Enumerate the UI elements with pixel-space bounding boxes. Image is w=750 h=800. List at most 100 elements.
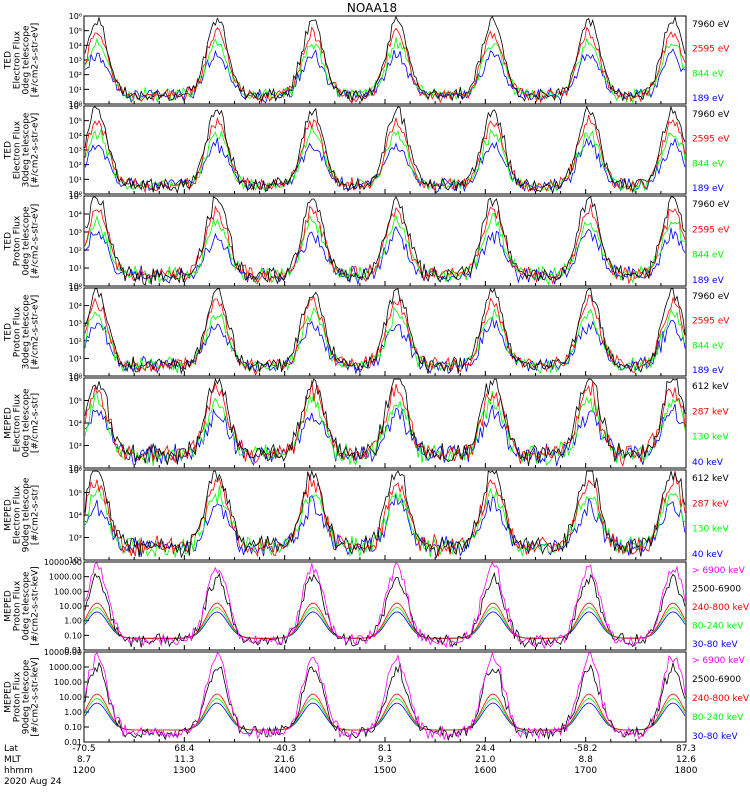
y-tick-label: 1.00	[64, 708, 82, 717]
panel-6: 10² 10³ 10⁴ 10⁵ 10⁶ MEPEDElectron Flux90deg t…	[4, 466, 730, 565]
legend-entry: 612 keV	[692, 382, 729, 392]
mlt-tick-label: 8.7	[77, 755, 91, 765]
y-axis-label: MEPEDProton Flux0deg telescope[#/cm2-s-s…	[4, 566, 41, 645]
series-line	[84, 306, 686, 375]
legend-entry: 130 keV	[692, 433, 729, 443]
legend-entry: 130 keV	[692, 525, 729, 535]
y-tick-label: 10⁰	[69, 282, 82, 291]
y-tick-label: 10⁵	[69, 27, 82, 36]
series-line	[84, 602, 686, 639]
series-line	[84, 124, 686, 194]
y-tick-label: 0.10	[64, 723, 82, 732]
hhmm-tick-label: 1700	[574, 766, 597, 776]
legend-entry: 2500-6900	[692, 675, 741, 685]
panels-group: 10⁰ 10¹ 10² 10³ 10⁴ 10⁵ 10⁶ TEDElectron Flux0de…	[4, 12, 750, 747]
y-tick-label: 10⁰	[69, 100, 82, 109]
legend-entry: 80-240 keV	[692, 713, 744, 723]
series-line	[84, 196, 686, 286]
series-line	[84, 37, 686, 104]
panel-1: 10⁰ 10¹ 10² 10³ 10⁴ 10⁵ 10⁶ TEDElectron Flux0de…	[4, 12, 731, 109]
series-line	[84, 114, 686, 194]
y-tick-label: 10²	[69, 556, 82, 565]
panel-3: 10⁰ 10¹ 10² 10³ 10⁴ 10⁵ TEDProton Flux0deg tel…	[4, 192, 731, 291]
legend-entry: 2595 eV	[692, 317, 730, 327]
legend-entry: 7960 eV	[692, 110, 730, 120]
y-tick-label: 10⁰	[69, 372, 82, 381]
y-tick-label: 10⁵	[69, 397, 82, 406]
lat-tick-label: 8.1	[378, 744, 392, 754]
date-label: 2020 Aug 24	[4, 777, 62, 787]
series-line	[84, 105, 686, 195]
figure-title: NOAA18	[347, 1, 397, 15]
y-tick-label: 100.00	[54, 678, 82, 687]
lat-tick-label: 68.4	[174, 744, 194, 754]
lat-tick-label: -40.3	[273, 744, 296, 754]
series-line	[84, 611, 686, 639]
series-line	[84, 469, 686, 559]
legend-entry: 844 eV	[692, 251, 725, 261]
legend-entry: 40 keV	[692, 550, 724, 560]
series-line	[84, 287, 686, 375]
y-tick-label: 10⁴	[69, 419, 82, 428]
y-axis-label: MEPEDProton Flux90deg telescope[#/cm2-s-…	[4, 657, 41, 736]
panel-2: 10⁰ 10¹ 10² 10³ 10⁴ 10⁵ 10⁶ TEDElectron Flux30d…	[4, 102, 731, 199]
series-line	[84, 294, 686, 376]
y-tick-label: 10⁶	[69, 102, 82, 111]
legend-entry: 80-240 keV	[692, 622, 744, 632]
legend-entry: 189 eV	[692, 94, 725, 104]
mlt-tick-label: 21.6	[275, 755, 295, 765]
legend-entry: 240-800 keV	[692, 603, 750, 613]
legend-entry: 7960 eV	[692, 292, 730, 302]
y-tick-label: 10³	[69, 534, 82, 543]
panel-frame	[83, 651, 687, 743]
legend-entry: 189 eV	[692, 184, 725, 194]
series-line	[84, 15, 686, 103]
y-tick-label: 10.00	[59, 693, 82, 702]
y-tick-label: 10.00	[59, 602, 82, 611]
series-line	[84, 403, 686, 467]
y-tick-label: 10⁵	[69, 192, 82, 201]
legend-entry: 40 keV	[692, 458, 724, 468]
hhmm-tick-label: 1300	[173, 766, 196, 776]
lat-tick-label: -70.5	[72, 744, 95, 754]
y-tick-label: 0.10	[64, 631, 82, 640]
y-tick-label: 0.01	[64, 646, 82, 655]
y-tick-label: 10⁴	[69, 302, 82, 311]
hhmm-tick-label: 1400	[273, 766, 296, 776]
series-line	[84, 204, 686, 285]
y-tick-label: 10000.00	[44, 648, 82, 657]
series-line	[84, 212, 685, 286]
series-line	[84, 702, 686, 731]
legend-entry: 287 keV	[692, 499, 729, 509]
y-tick-label: 10⁴	[69, 210, 82, 219]
legend-entry: 2500-6900	[692, 585, 741, 595]
y-tick-label: 10¹	[69, 85, 82, 94]
axis-row-label: hhmm	[4, 766, 33, 776]
axis-row-label: MLT	[4, 755, 22, 765]
y-tick-label: 100.00	[54, 587, 82, 596]
y-tick-label: 10⁴	[69, 511, 82, 520]
series-line	[84, 561, 686, 650]
panel-4: 10⁰ 10¹ 10² 10³ 10⁴ 10⁵ TEDProton Flux30deg te…	[4, 284, 731, 381]
y-tick-label: 10⁵	[69, 117, 82, 126]
y-tick-label: 10⁰	[69, 190, 82, 199]
y-tick-label: 10⁶	[69, 374, 82, 383]
y-tick-label: 0.01	[64, 738, 82, 747]
axis-row-label: Lat	[4, 744, 19, 754]
mlt-tick-label: 12.6	[676, 755, 696, 765]
series-line	[84, 48, 686, 104]
y-tick-label: 10⁶	[69, 466, 82, 475]
legend-entry: 844 eV	[692, 159, 725, 169]
hhmm-tick-label: 1200	[73, 766, 96, 776]
y-tick-label: 10⁶	[69, 12, 82, 21]
legend-entry: 30-80 keV	[692, 732, 738, 742]
series-line	[84, 485, 686, 558]
legend-entry: 240-800 keV	[692, 694, 750, 704]
legend-entry: 189 eV	[692, 366, 725, 376]
series-line	[84, 379, 686, 468]
y-tick-label: 10⁵	[69, 489, 82, 498]
y-tick-label: 10³	[69, 146, 82, 155]
legend-entry: 612 keV	[692, 474, 729, 484]
y-axis-label: TEDElectron Flux0deg telescope[#/cm2-s-s…	[4, 23, 41, 98]
